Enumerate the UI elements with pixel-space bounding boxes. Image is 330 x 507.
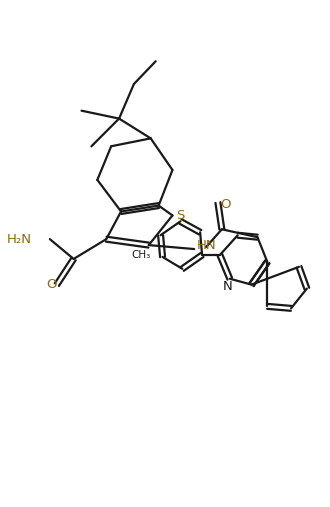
Text: HN: HN xyxy=(197,239,217,251)
Text: O: O xyxy=(47,278,57,291)
Text: S: S xyxy=(176,209,184,222)
Text: CH₃: CH₃ xyxy=(131,250,151,260)
Text: N: N xyxy=(223,280,233,293)
Text: H₂N: H₂N xyxy=(7,233,32,246)
Text: O: O xyxy=(220,198,231,211)
